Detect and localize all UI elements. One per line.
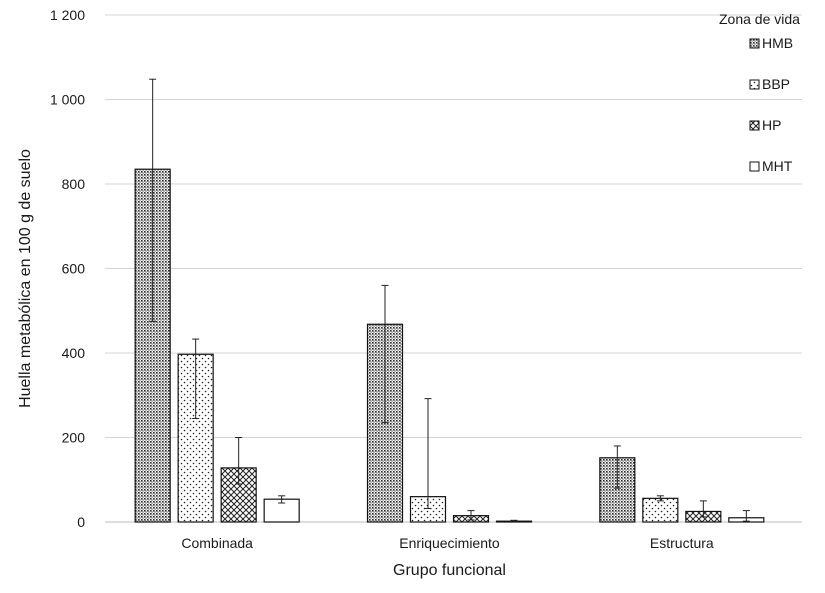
y-tick-label: 600 xyxy=(62,261,86,277)
x-category-label: Combinada xyxy=(181,535,253,551)
legend: Zona de vida HMB BBP HP MHT xyxy=(719,11,800,174)
legend-swatch-hp xyxy=(749,120,760,131)
y-tick-label: 0 xyxy=(77,514,85,530)
legend-label-bbp: BBP xyxy=(762,76,790,92)
y-tick-label: 1 200 xyxy=(50,7,85,23)
legend-label-hmb: HMB xyxy=(762,35,793,51)
y-axis-title: Huella metabólica en 100 g de suelo xyxy=(17,149,34,408)
legend-label-hp: HP xyxy=(762,117,781,133)
y-tick-label: 800 xyxy=(62,176,86,192)
bars xyxy=(134,78,765,523)
legend-swatch-mht xyxy=(749,161,760,172)
x-category-label: Estructura xyxy=(650,535,714,551)
y-tick-label: 1 000 xyxy=(50,92,85,108)
y-tick-label: 200 xyxy=(62,430,86,446)
gridlines xyxy=(105,14,802,438)
legend-label-mht: MHT xyxy=(762,158,793,174)
y-tick-label: 400 xyxy=(62,345,86,361)
legend-title: Zona de vida xyxy=(719,11,800,27)
bar-bbp xyxy=(642,497,679,523)
x-axis-title: Grupo funcional xyxy=(393,562,506,579)
x-category-label: Enriquecimiento xyxy=(399,535,500,551)
legend-swatch-bbp xyxy=(749,79,760,90)
legend-swatch-hmb xyxy=(749,38,760,49)
labels: 0 200 400 600 800 1 000 1 200 Combinada Enriquec… xyxy=(17,7,714,579)
